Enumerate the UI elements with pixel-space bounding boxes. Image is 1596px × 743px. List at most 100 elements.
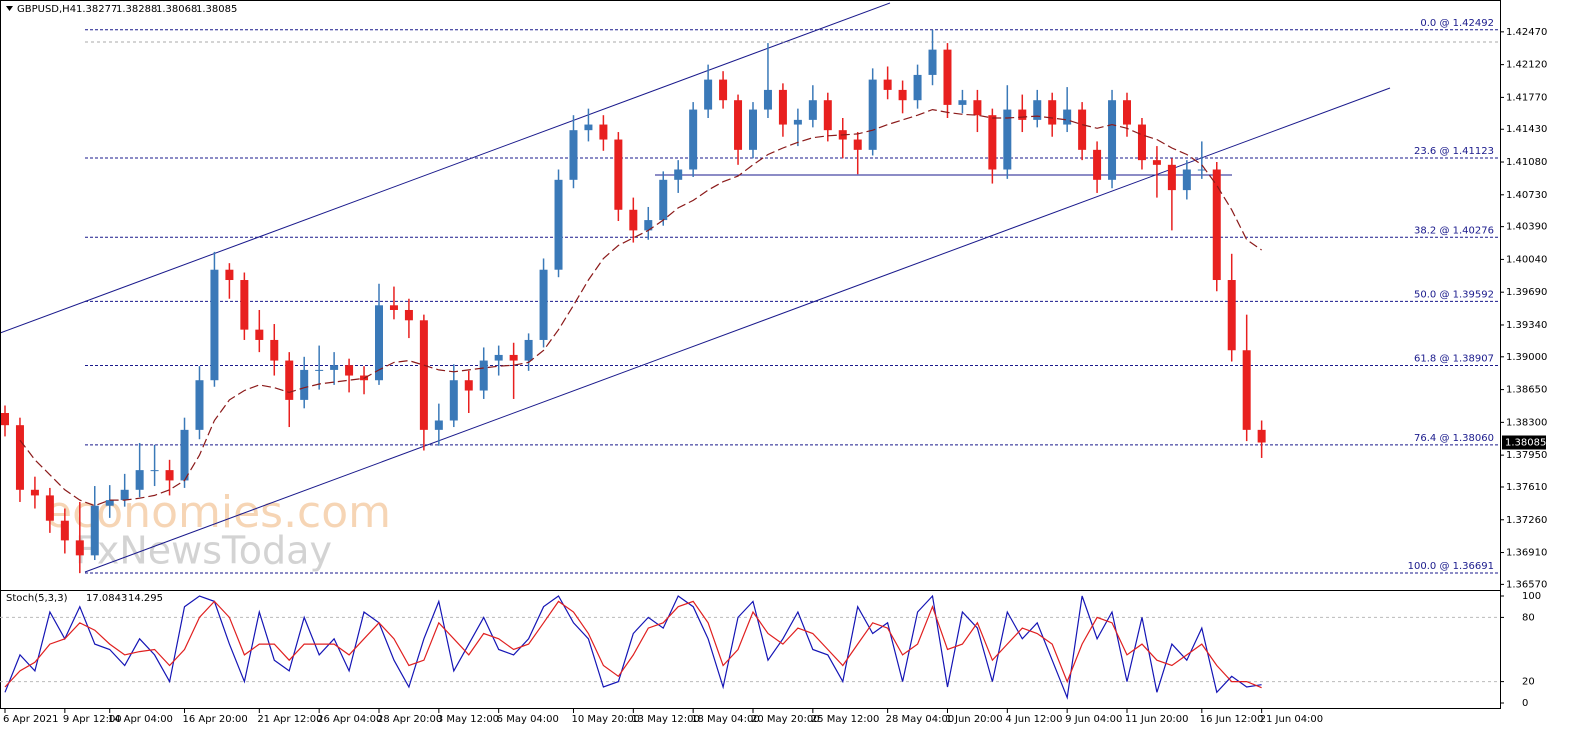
candle-body: [1182, 169, 1191, 191]
candle-body: [719, 79, 728, 101]
candle-body: [614, 139, 623, 210]
frame: [0, 0, 1501, 709]
candle-body: [270, 339, 279, 361]
candle-body: [988, 115, 997, 170]
candle-body: [45, 495, 54, 521]
fib-label: 61.8 @ 1.38907: [1414, 354, 1494, 365]
x-tick-label: 3 May 12:00: [437, 714, 499, 725]
bar-close: 1.38085: [196, 4, 237, 15]
candle-body: [1212, 169, 1221, 281]
y-tick-label: 1.37260: [1506, 515, 1547, 526]
candle-body: [285, 360, 294, 400]
candle-body: [90, 505, 99, 556]
y-tick-label: 1.37610: [1506, 482, 1547, 493]
candle-body: [255, 329, 264, 340]
candle-body: [464, 380, 473, 391]
y-tick-label: 1.36910: [1506, 548, 1547, 559]
y-tick-label: 1.37950: [1506, 450, 1547, 461]
x-tick-label: 20 May 20:00: [751, 714, 820, 725]
candle-body: [1152, 160, 1161, 165]
candle-body: [644, 220, 653, 231]
x-tick-label: 6 Apr 2021: [3, 714, 58, 725]
candle-body: [1093, 149, 1102, 180]
x-tick-label: 21 Apr 12:00: [257, 714, 322, 725]
y-tick-label: 1.41770: [1506, 92, 1547, 103]
candle-body: [225, 269, 234, 281]
candle-body: [210, 269, 219, 381]
x-tick-label: 14 Apr 04:00: [108, 714, 173, 725]
candle-body: [75, 540, 84, 556]
candle-body: [704, 79, 713, 110]
y-tick-label: 1.42120: [1506, 60, 1547, 71]
y-tick-label: 1.40390: [1506, 222, 1547, 233]
fib-label: 23.6 @ 1.41123: [1414, 146, 1494, 157]
candle-body: [599, 124, 608, 140]
candle-body: [165, 470, 174, 481]
x-tick-label: 16 Jun 12:00: [1200, 714, 1264, 725]
watermark-text: economies.com: [45, 487, 391, 538]
y-tick-label: 1.40730: [1506, 190, 1547, 201]
bar-open: 1.38277: [76, 4, 117, 15]
oscillator-line: [4, 600, 1262, 689]
candle-body: [494, 354, 503, 361]
candle-body: [524, 339, 533, 361]
x-tick-label: 10 May 20:00: [571, 714, 640, 725]
y-tick-label: 1.42470: [1506, 27, 1547, 38]
candle-body: [434, 420, 443, 430]
candle-body: [375, 305, 383, 381]
candle-body: [763, 89, 772, 110]
candle-body: [330, 365, 339, 370]
fib-label: 50.0 @ 1.39592: [1414, 289, 1494, 300]
oscillator-main-value: 17.0843: [86, 593, 127, 604]
y-tick-label: 1.40040: [1506, 254, 1547, 265]
candle-body: [958, 100, 967, 105]
candle-body: [569, 130, 578, 180]
candle-body: [734, 100, 743, 150]
candle-body: [554, 179, 563, 270]
x-tick-label: 26 Apr 04:00: [317, 714, 382, 725]
candle-body: [1018, 109, 1027, 120]
candle-body: [150, 470, 159, 472]
candle-body: [120, 489, 129, 501]
y-tick-label: 0: [1522, 698, 1528, 709]
watermark: economies.com FxNewsToday: [45, 487, 391, 573]
candle-body: [1108, 100, 1117, 180]
channel-upper: [0, 2, 891, 334]
bar-low: 1.38068: [156, 4, 197, 15]
moving-average: [19, 108, 1262, 507]
candle-body: [509, 354, 518, 361]
candle-body: [315, 369, 324, 371]
x-tick-label: 16 Apr 20:00: [183, 714, 248, 725]
candle-body: [778, 89, 787, 125]
symbol-title: GBPUSD,H4: [17, 4, 76, 15]
x-tick-label: 25 May 12:00: [811, 714, 880, 725]
candle-body: [868, 79, 877, 150]
candle-body: [793, 119, 802, 125]
x-tick-label: 28 May 04:00: [886, 714, 955, 725]
candle-body: [973, 100, 982, 116]
x-tick-label: 9 Jun 04:00: [1065, 714, 1122, 725]
candle-body: [689, 109, 698, 170]
candle-body: [1167, 164, 1176, 191]
candle-body: [808, 100, 817, 120]
candle-body: [15, 425, 24, 490]
candle-body: [1197, 169, 1206, 171]
x-tick-label: 9 Apr 12:00: [63, 714, 122, 725]
x-tick-label: 1 Jun 20:00: [945, 714, 1002, 725]
candle-body: [105, 500, 114, 506]
candle-body: [240, 280, 249, 330]
candle-body: [749, 109, 757, 150]
candle-body: [823, 100, 832, 131]
y-tick-label: 1.36570: [1506, 579, 1547, 590]
candle-body: [135, 470, 144, 490]
candle-body: [1063, 109, 1072, 125]
candle-body: [1, 413, 9, 426]
y-tick-label: 1.39690: [1506, 287, 1547, 298]
candle-body: [898, 89, 907, 101]
y-tick-label: 80: [1522, 612, 1535, 623]
candle-body: [853, 139, 862, 150]
candle-body: [300, 369, 309, 400]
candle-body: [60, 520, 69, 541]
x-tick-label: 6 May 04:00: [497, 714, 559, 725]
